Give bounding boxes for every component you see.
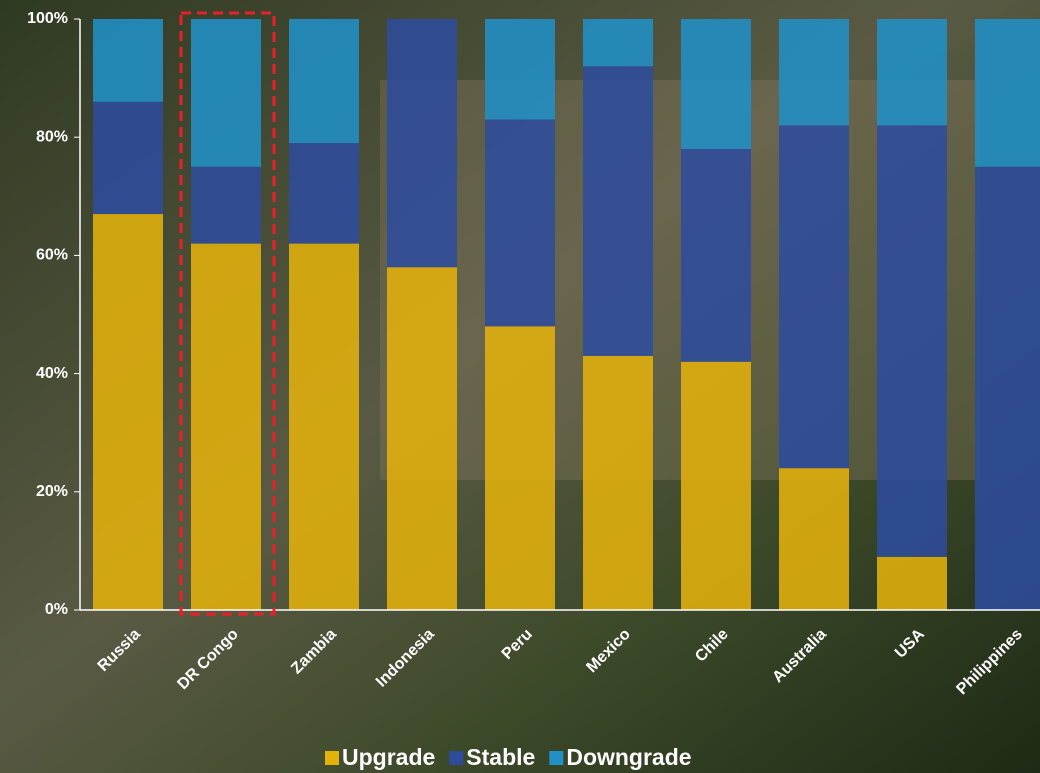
bar-segment	[387, 19, 457, 268]
y-tick-label: 40%	[36, 365, 68, 382]
legend-label: Stable	[466, 744, 535, 770]
y-tick-label: 60%	[36, 247, 68, 264]
bar-segment	[289, 143, 359, 244]
legend-swatch	[549, 751, 564, 765]
bar-segment	[191, 243, 261, 610]
bar-segment	[779, 468, 849, 610]
bar-segment	[583, 66, 653, 356]
bar-segment	[583, 19, 653, 67]
bar-segment	[779, 19, 849, 126]
bar-segment	[485, 119, 555, 327]
legend-label: Upgrade	[342, 744, 435, 770]
bar-segment	[583, 355, 653, 610]
y-tick-label: 0%	[45, 601, 68, 618]
bar-segment	[485, 326, 555, 610]
legend-swatch	[325, 751, 339, 765]
bar-segment	[93, 214, 163, 610]
bar-segment	[681, 361, 751, 610]
bar-segment	[93, 19, 163, 102]
highlight-box	[179, 11, 276, 616]
legend-swatch	[449, 751, 464, 765]
bar-segment	[191, 166, 261, 244]
bar-segment	[289, 243, 359, 610]
bar-segment	[975, 19, 1040, 167]
bar-segment	[289, 19, 359, 144]
bar-segment	[387, 267, 457, 610]
y-tick-label: 80%	[36, 128, 68, 145]
bar-segment	[681, 149, 751, 362]
legend-label: Downgrade	[566, 744, 691, 770]
bar-segment	[975, 166, 1040, 610]
bar-segment	[877, 125, 947, 557]
y-tick-label: 20%	[36, 483, 68, 500]
bar-segment	[93, 101, 163, 215]
bar-segment	[877, 19, 947, 126]
bar-segment	[779, 125, 849, 469]
bar-segment	[681, 19, 751, 150]
y-tick-label: 100%	[27, 10, 68, 27]
bar-segment	[191, 19, 261, 167]
bar-segment	[877, 556, 947, 610]
bar-segment	[485, 19, 555, 120]
